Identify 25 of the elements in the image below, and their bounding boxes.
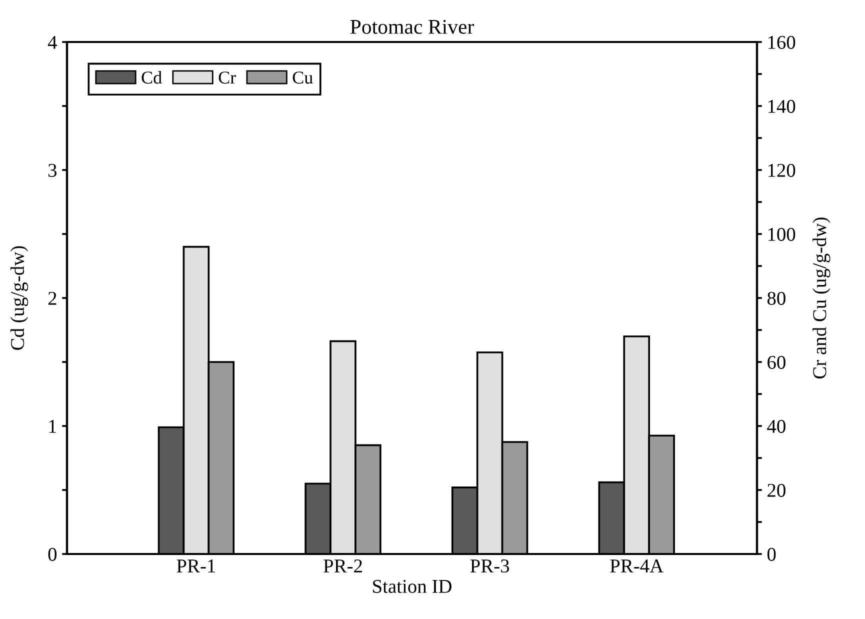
- x-tick-label: PR-2: [324, 559, 362, 572]
- y2-tick-label: 140: [768, 100, 796, 113]
- y2-tick-label: 100: [768, 228, 796, 241]
- y-tick-label: 3: [48, 164, 57, 177]
- x-axis-title: Station ID: [373, 580, 452, 593]
- y-tick-label: 2: [48, 292, 56, 305]
- y2-tick-label: 160: [768, 36, 796, 49]
- y2-tick-label: 0: [767, 548, 776, 561]
- y2-tick-label: 40: [767, 420, 786, 433]
- y2-tick-label: 20: [768, 484, 786, 497]
- y-tick-label: 0: [48, 548, 57, 561]
- y2-tick-label: 60: [768, 356, 786, 369]
- y2-axis-title: Cr and Cu (ug/g-dw): [812, 218, 830, 378]
- y2-tick-label: 120: [768, 164, 796, 177]
- y-tick-label: 1: [49, 420, 56, 433]
- legend-label: Cd: [142, 71, 162, 84]
- chart-title: Potomac River: [350, 20, 474, 34]
- legend-label: Cr: [218, 72, 236, 84]
- x-tick-label: PR-4A: [610, 560, 664, 572]
- y-axis-title: Cd (ug/g-dw): [10, 246, 28, 350]
- x-tick-label: PR-1: [176, 560, 216, 572]
- x-tick-label: PR-3: [470, 559, 510, 573]
- legend-label: Cu: [292, 72, 313, 84]
- y2-tick-label: 80: [767, 292, 786, 305]
- y-tick-label: 4: [48, 36, 57, 49]
